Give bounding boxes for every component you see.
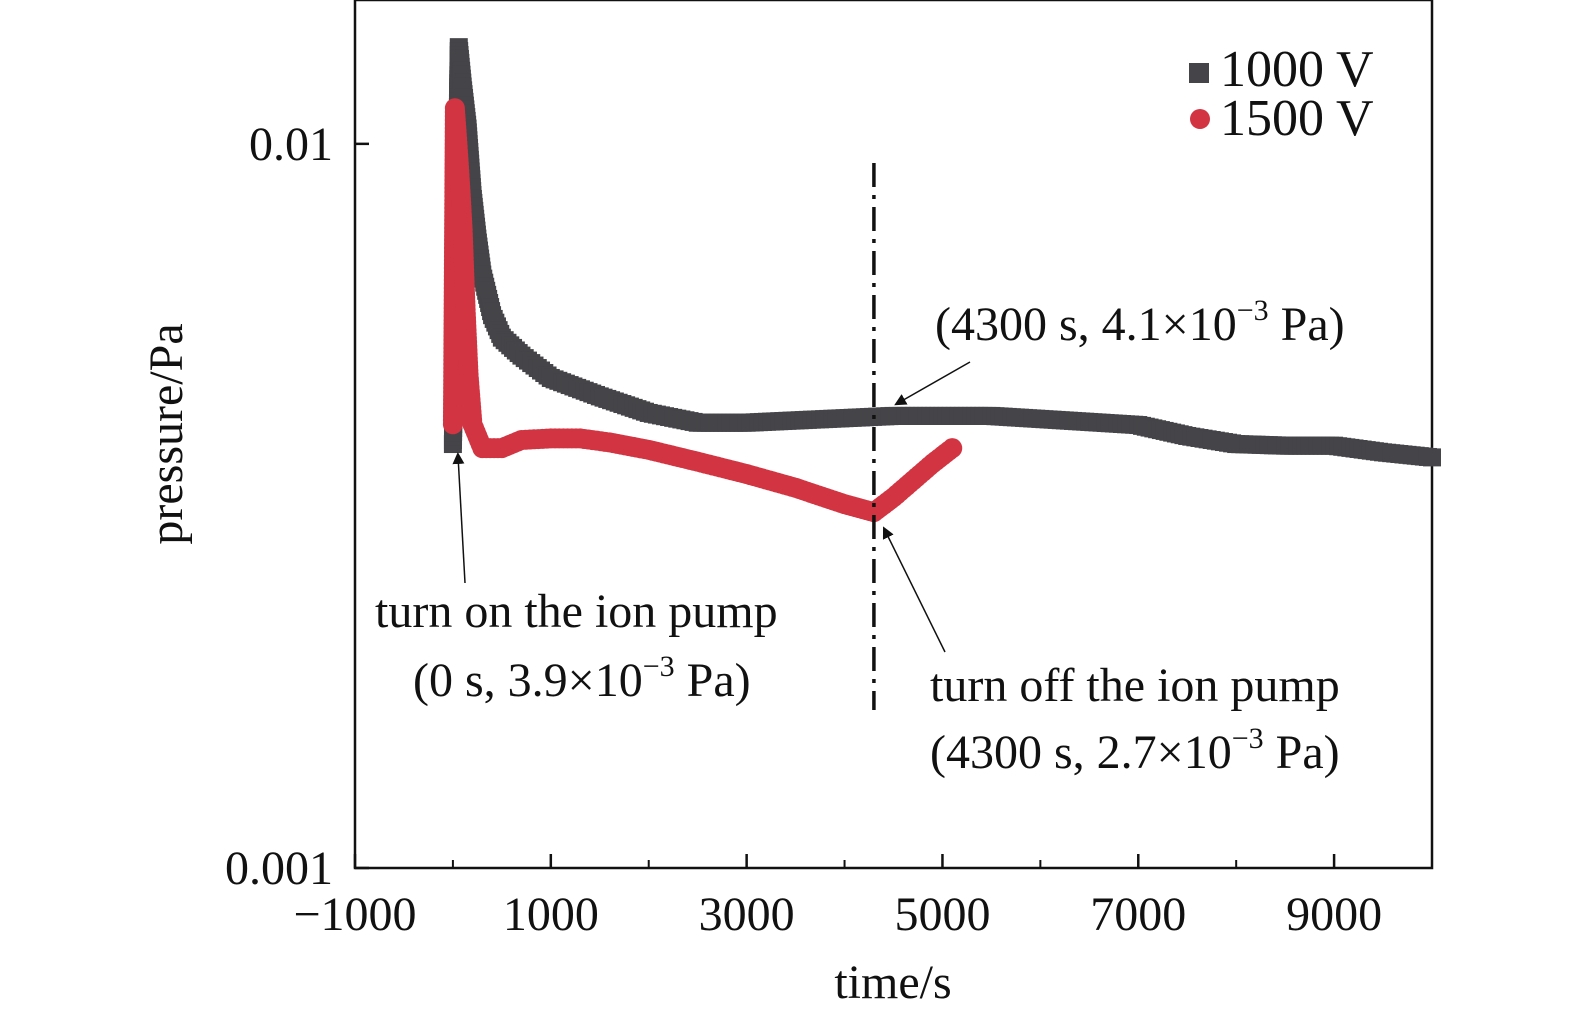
legend-label-1000v: 1000 V: [1220, 41, 1374, 98]
annotation-turn-on-line1: turn on the ion pump: [375, 585, 778, 638]
plot-frame: [353, 0, 1434, 870]
legend-marker-1500v: [1190, 109, 1210, 129]
y-axis-label: pressure/Pa: [140, 323, 193, 544]
legend-marker-1000v: [1189, 63, 1209, 83]
data-point-1500v: [942, 438, 963, 459]
y-tick-label: 0.01: [249, 118, 333, 171]
annotation-turn-on-arrow: [452, 451, 466, 584]
x-tick-label: 3000: [699, 888, 795, 941]
annotation-turn-off-line1: turn off the ion pump: [930, 659, 1340, 712]
data-point-1000v: [1423, 448, 1441, 467]
annotation-4300-upper-arrow: [894, 361, 971, 406]
series-1500v: [442, 98, 963, 523]
annotation-turn-on-line2: (0 s, 3.9×10−3 Pa): [413, 650, 751, 707]
annotation-turn-off-arrow: [882, 526, 946, 653]
legend-label-1500v: 1500 V: [1220, 90, 1374, 147]
x-tick-label: 9000: [1286, 888, 1382, 941]
annotation-turn-on: turn on the ion pump (0 s, 3.9×10−3 Pa): [375, 451, 778, 707]
x-tick-label: 1000: [503, 888, 599, 941]
y-tick-labels: 0.01 0.001: [225, 118, 333, 895]
x-tick-label: −1000: [293, 888, 416, 941]
y-tick-label: 0.001: [225, 842, 333, 895]
axis-ticks: [353, 142, 1433, 870]
annotation-4300-upper-text: (4300 s, 4.1×10−3 Pa): [935, 294, 1345, 351]
x-tick-label: 7000: [1090, 888, 1186, 941]
annotation-turn-off-line2: (4300 s, 2.7×10−3 Pa): [930, 722, 1340, 779]
x-tick-label: 5000: [894, 888, 990, 941]
x-tick-labels: −1000 1000 3000 5000 7000 9000: [293, 888, 1382, 941]
legend: 1000 V 1500 V: [1189, 41, 1374, 147]
annotation-turn-off: turn off the ion pump (4300 s, 2.7×10−3 …: [882, 526, 1340, 779]
annotation-4300-upper: (4300 s, 4.1×10−3 Pa): [894, 294, 1345, 406]
x-axis-label: time/s: [834, 956, 951, 1009]
